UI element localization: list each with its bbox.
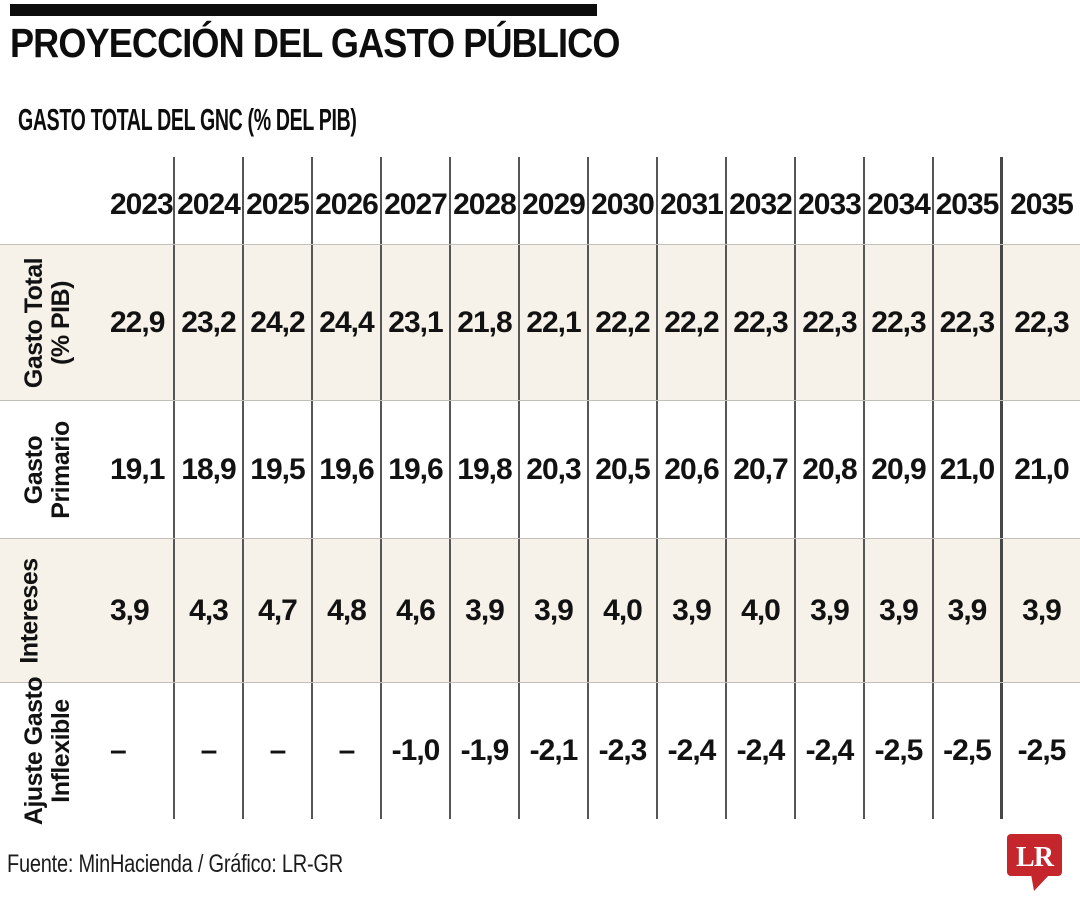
table-row: Intereses 3,9 4,3 4,7 4,8 4,6 3,9 3,9 4,0 3,9 4,0 3… <box>0 538 1080 682</box>
value-cell: 22,3 <box>1000 245 1080 400</box>
value-cell: 19,5 <box>242 401 311 538</box>
value-cell: 3,9 <box>518 539 587 682</box>
value-cell: 4,7 <box>242 539 311 682</box>
value-cell: – <box>311 683 380 819</box>
cell-value: 3,9 <box>110 593 150 627</box>
value-cell: 24,4 <box>311 245 380 400</box>
row-label: Ajuste Gasto Inflexible <box>20 676 75 826</box>
year-header: 2026 <box>311 157 380 244</box>
value-cell: 22,2 <box>587 245 656 400</box>
year-header: 2027 <box>380 157 449 244</box>
value-cell: 22,1 <box>518 245 587 400</box>
value-cell: 18,9 <box>173 401 242 538</box>
title-accent-bar <box>10 4 597 16</box>
cell-value: 19,1 <box>110 452 165 486</box>
value-cell: 20,7 <box>725 401 794 538</box>
projection-table: 2023 2024 2025 2026 2027 2028 2029 2030 2031 2032… <box>0 157 1080 825</box>
value-cell: 22,3 <box>794 245 863 400</box>
chart-subtitle: GASTO TOTAL DEL GNC (% DEL PIB) <box>18 102 357 137</box>
year-header: 2029 <box>518 157 587 244</box>
value-cell: 3,9 <box>449 539 518 682</box>
lr-logo-text: LR <box>1016 842 1055 873</box>
value-cell: 22,3 <box>932 245 1000 400</box>
value-cell: 4,0 <box>587 539 656 682</box>
value-cell: 20,6 <box>656 401 725 538</box>
value-cell: 19,6 <box>311 401 380 538</box>
value-cell: -2,4 <box>725 683 794 819</box>
value-cell: 20,9 <box>863 401 932 538</box>
year-header: 2024 <box>173 157 242 244</box>
value-cell: 21,0 <box>932 401 1000 538</box>
value-cell: -2,1 <box>518 683 587 819</box>
cell-value: – <box>110 734 127 767</box>
table-row: Ajuste Gasto Inflexible – – – – -1,0 -1,9 -2,1 -2… <box>0 677 1080 825</box>
value-cell: Gasto Total (% PIB) 22,9 <box>0 245 173 400</box>
value-cell: 22,3 <box>863 245 932 400</box>
value-cell: 19,8 <box>449 401 518 538</box>
year-header: 2025 <box>242 157 311 244</box>
value-cell: 22,2 <box>656 245 725 400</box>
table-row: Gasto Primario 19,1 18,9 19,5 19,6 19,6 19,8 20,… <box>0 400 1080 538</box>
value-cell: 21,0 <box>1000 401 1080 538</box>
year-header: 2035 <box>932 157 1000 244</box>
value-cell: 4,0 <box>725 539 794 682</box>
lr-logo-bubble <box>1007 834 1062 876</box>
row-label: Intereses <box>15 557 44 664</box>
value-cell: – <box>242 683 311 819</box>
value-cell: 22,3 <box>725 245 794 400</box>
table-body: Gasto Total (% PIB) 22,9 23,2 24,2 24,4 23,1 21… <box>0 244 1080 825</box>
value-cell: Intereses 3,9 <box>0 539 173 682</box>
year-header: 2032 <box>725 157 794 244</box>
value-cell: 24,2 <box>242 245 311 400</box>
value-cell: 3,9 <box>863 539 932 682</box>
value-cell: -2,5 <box>932 683 1000 819</box>
year-header: 2028 <box>449 157 518 244</box>
value-cell: -1,9 <box>449 683 518 819</box>
row-label: Gasto Primario <box>20 420 75 519</box>
lr-logo: LR <box>1007 834 1062 891</box>
year-header: 2030 <box>587 157 656 244</box>
value-cell: 3,9 <box>1000 539 1080 682</box>
year-header: 2035 <box>1000 157 1080 244</box>
value-cell: Ajuste Gasto Inflexible – <box>0 677 173 825</box>
value-cell: -2,5 <box>863 683 932 819</box>
value-cell: -1,0 <box>380 683 449 819</box>
value-cell: 20,5 <box>587 401 656 538</box>
value-cell: 20,8 <box>794 401 863 538</box>
value-cell: 20,3 <box>518 401 587 538</box>
lr-logo-tail <box>1031 874 1050 891</box>
value-cell: 23,2 <box>173 245 242 400</box>
value-cell: 19,6 <box>380 401 449 538</box>
page-title: PROYECCIÓN DEL GASTO PÚBLICO <box>10 20 620 66</box>
value-cell: 4,3 <box>173 539 242 682</box>
value-cell: -2,4 <box>794 683 863 819</box>
table-header-row: 2023 2024 2025 2026 2027 2028 2029 2030 2031 2032… <box>0 157 1080 244</box>
value-cell: – <box>173 683 242 819</box>
cell-value: 22,9 <box>110 305 165 339</box>
year-header: 2023 <box>110 187 174 221</box>
value-cell: 3,9 <box>932 539 1000 682</box>
value-cell: 4,6 <box>380 539 449 682</box>
value-cell: 3,9 <box>656 539 725 682</box>
value-cell: 3,9 <box>794 539 863 682</box>
year-header: 2031 <box>656 157 725 244</box>
value-cell: 4,8 <box>311 539 380 682</box>
year-header: 2033 <box>794 157 863 244</box>
value-cell: -2,4 <box>656 683 725 819</box>
year-header: 2034 <box>863 157 932 244</box>
row-label: Gasto Total (% PIB) <box>20 257 75 388</box>
table-row: Gasto Total (% PIB) 22,9 23,2 24,2 24,4 23,1 21… <box>0 244 1080 400</box>
value-cell: 21,8 <box>449 245 518 400</box>
value-cell: -2,3 <box>587 683 656 819</box>
value-cell: Gasto Primario 19,1 <box>0 401 173 538</box>
value-cell: -2,5 <box>1000 683 1080 819</box>
value-cell: 23,1 <box>380 245 449 400</box>
source-text: Fuente: MinHacienda / Gráfico: LR-GR <box>7 850 343 878</box>
